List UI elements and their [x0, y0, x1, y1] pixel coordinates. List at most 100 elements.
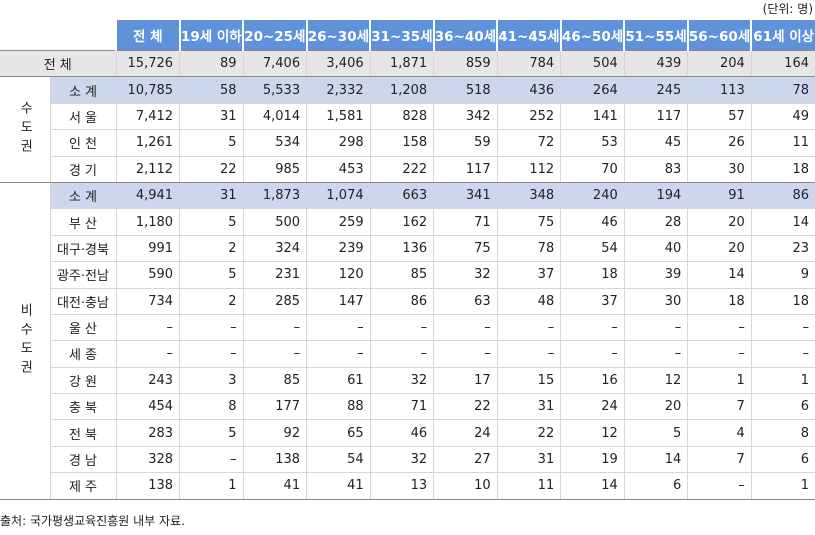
cell: 136 — [369, 235, 434, 263]
cell: 1,074 — [306, 182, 371, 210]
row-label: 경 기 — [49, 156, 116, 183]
cell: 41 — [242, 472, 307, 500]
cell: 31 — [179, 103, 244, 131]
cell: 5 — [179, 419, 244, 447]
cell: 252 — [496, 103, 561, 131]
cell: 534 — [242, 129, 307, 157]
cell: 991 — [115, 235, 180, 263]
cell: 16 — [560, 367, 625, 395]
cell: 147 — [306, 288, 371, 315]
cell: 11 — [496, 472, 561, 500]
row-label: 광주·전남 — [49, 261, 116, 289]
cell: – — [687, 314, 752, 342]
cell: 27 — [433, 446, 498, 474]
table-row: 대전·충남 734 2 285 147 86 63 48 37 30 18 18 — [0, 288, 815, 315]
cell: 15,726 — [115, 49, 180, 78]
cell: 298 — [306, 129, 371, 157]
cell: 5 — [179, 261, 244, 289]
cell: 18 — [750, 288, 815, 315]
cell: 11 — [750, 129, 815, 157]
cell: 828 — [369, 103, 434, 131]
group-label: 수도권 — [0, 76, 50, 183]
cell: 86 — [750, 182, 815, 210]
row-label: 대구·경북 — [49, 235, 116, 263]
cell: – — [369, 340, 434, 368]
cell: 164 — [750, 49, 815, 78]
row-label: 부 산 — [49, 208, 116, 236]
cell: 40 — [623, 235, 688, 263]
table-body: 전 체 15,726 89 7,406 3,406 1,871 859 784 504 439 20… — [0, 49, 815, 500]
cell: 6 — [750, 446, 815, 474]
cell: 14 — [687, 261, 752, 289]
cell: 1,871 — [369, 49, 434, 78]
cell: 194 — [623, 182, 688, 210]
cell: 138 — [242, 446, 307, 474]
cell: 117 — [433, 156, 498, 183]
table-row: 인 천 1,261 5 534 298 158 59 72 53 45 26 11 — [0, 129, 815, 157]
column-header: 46~50세 — [559, 20, 625, 51]
cell: 6 — [750, 393, 815, 421]
cell: – — [242, 340, 307, 368]
cell: 32 — [369, 367, 434, 395]
row-label: 대전·충남 — [49, 288, 116, 315]
cell: 1,261 — [115, 129, 180, 157]
cell: 6 — [623, 472, 688, 500]
column-header: 20~25세 — [242, 20, 307, 51]
cell: 138 — [115, 472, 180, 500]
cell: 784 — [496, 49, 561, 78]
cell: 48 — [496, 288, 561, 315]
cell: 158 — [369, 129, 434, 157]
cell: 3 — [179, 367, 244, 395]
cell: 78 — [496, 235, 561, 263]
cell: – — [433, 314, 498, 342]
table-row: 제 주 138 1 41 41 13 10 11 14 6–1 — [0, 472, 815, 500]
column-header: 56~60세 — [686, 20, 752, 51]
total-row: 전 체 15,726 89 7,406 3,406 1,871 859 784 504 439 20… — [0, 49, 815, 78]
row-label: 전 체 — [0, 49, 116, 78]
cell: 75 — [496, 208, 561, 236]
cell: – — [623, 340, 688, 368]
cell: 20 — [687, 235, 752, 263]
cell: 177 — [242, 393, 307, 421]
cell: 117 — [623, 103, 688, 131]
cell: 342 — [433, 103, 498, 131]
cell: 4 — [687, 419, 752, 447]
cell: 18 — [687, 288, 752, 315]
cell: 20 — [687, 208, 752, 236]
cell: – — [306, 340, 371, 368]
column-header: 51~55세 — [623, 20, 688, 51]
cell: – — [560, 314, 625, 342]
cell: 734 — [115, 288, 180, 315]
cell: 112 — [496, 156, 561, 183]
cell: 78 — [750, 76, 815, 104]
cell: 61 — [306, 367, 371, 395]
column-header: 61세 이상 — [750, 20, 815, 51]
cell: 39 — [623, 261, 688, 289]
cell: 504 — [560, 49, 625, 78]
cell: 14 — [623, 446, 688, 474]
cell: 17 — [433, 367, 498, 395]
cell: 1,873 — [242, 182, 307, 210]
cell: 1,180 — [115, 208, 180, 236]
cell: 2,112 — [115, 156, 180, 183]
cell: 5 — [623, 419, 688, 447]
table-row: 경 남 328–138 54 32 27 31 19 14 7 6 — [0, 446, 815, 474]
cell: – — [179, 314, 244, 342]
cell: 57 — [687, 103, 752, 131]
cell: 2,332 — [306, 76, 371, 104]
header-row: 전 체 19세 이하 20~25세 26~30세 31~35세 36~40세 41~45세 4… — [0, 20, 815, 51]
cell: 240 — [560, 182, 625, 210]
cell: 231 — [242, 261, 307, 289]
cell: 83 — [623, 156, 688, 183]
cell: 71 — [433, 208, 498, 236]
cell: 12 — [623, 367, 688, 395]
cell: 590 — [115, 261, 180, 289]
cell: 113 — [687, 76, 752, 104]
cell: 19 — [560, 446, 625, 474]
cell: 439 — [623, 49, 688, 78]
cell: 85 — [242, 367, 307, 395]
cell: 204 — [687, 49, 752, 78]
cell: – — [687, 340, 752, 368]
cell: 1,208 — [369, 76, 434, 104]
row-label: 충 북 — [49, 393, 116, 421]
